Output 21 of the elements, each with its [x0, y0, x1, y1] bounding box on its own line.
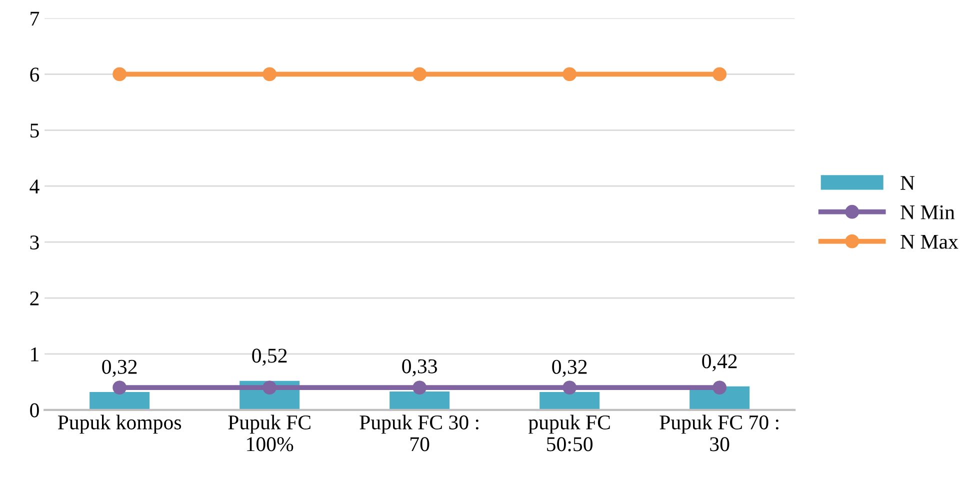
data-label: 0,32	[552, 360, 587, 377]
legend-label: N	[900, 176, 915, 190]
legend-label: N Min	[900, 205, 955, 220]
data-label: 0,52	[252, 348, 287, 366]
x-tick-label: Pupuk FC 100%	[228, 414, 310, 452]
x-tick-label: Pupuk FC 30 : 70	[360, 414, 478, 452]
data-label: 0,42	[702, 354, 737, 372]
y-tick-label: 6	[30, 68, 40, 82]
x-tick-label: Pupuk FC 70 : 30	[660, 414, 778, 452]
y-tick-label: 5	[30, 124, 39, 138]
data-label: 0,32	[102, 360, 137, 377]
data-label: 0,33	[402, 359, 437, 376]
y-tick-label: 1	[31, 347, 38, 362]
x-tick-label: pupuk FC 50:50	[528, 414, 610, 452]
x-tick-label: Pupuk kompos	[58, 414, 182, 434]
y-tick-label: 0	[30, 403, 39, 418]
y-tick-label: 4	[30, 180, 40, 194]
y-tick-label: 2	[30, 291, 39, 306]
legend-label: N Max	[900, 234, 958, 249]
y-tick-label: 7	[30, 12, 40, 26]
y-tick-label: 3	[30, 235, 39, 250]
